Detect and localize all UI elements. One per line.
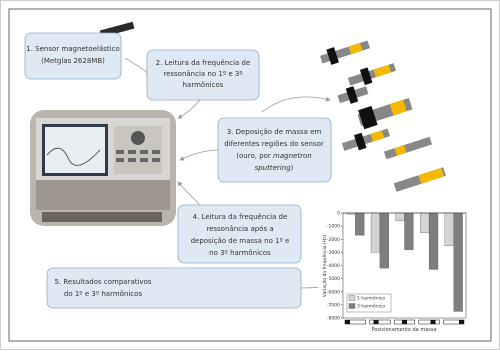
step-text: sputtering <box>255 164 292 172</box>
y-tick-label: -6000 <box>327 289 340 295</box>
y-tick-label: -7000 <box>327 302 340 308</box>
step-text: harmônicos <box>183 81 224 89</box>
arrow <box>261 96 331 113</box>
step-box <box>177 204 302 264</box>
y-tick-label: -3000 <box>327 250 340 256</box>
legend-label: 1 harmônico <box>357 295 385 302</box>
bar <box>379 212 389 269</box>
border <box>8 8 492 342</box>
position-icon-mass <box>402 320 407 324</box>
legend-swatch <box>348 303 356 309</box>
step-text: 1. Sensor magnetoelástico <box>26 45 119 53</box>
bar <box>428 212 439 270</box>
y-axis-label: Variação da frequência (Hz) <box>321 235 328 298</box>
x-axis-label: Posicionamento da massa <box>371 327 436 333</box>
step-box <box>24 32 122 80</box>
position-icon-mass <box>459 320 464 324</box>
step-text: (Metglas 2628MB) <box>41 57 105 65</box>
step-text: sputtering) <box>255 164 294 172</box>
bar <box>395 212 405 222</box>
y-tick-label: -8000 <box>327 316 340 322</box>
step-box <box>217 117 332 183</box>
sensor-strips <box>319 40 446 192</box>
position-icon <box>418 319 440 325</box>
y-tick-label: -2000 <box>327 237 340 243</box>
position-icon-mass <box>345 320 350 324</box>
y-tick-label: -1000 <box>327 224 340 230</box>
bar <box>355 212 365 236</box>
position-icon-mass <box>430 320 436 324</box>
step-text: deposição de massa no 1º e <box>191 237 290 245</box>
bar <box>444 212 454 246</box>
bar <box>453 212 463 312</box>
step-text: ) <box>291 164 294 172</box>
position-icon-mass <box>373 320 379 324</box>
y-tick-label: 0 <box>337 211 340 217</box>
step-text: (ouro, por magnetron <box>236 152 311 160</box>
bar <box>370 212 381 253</box>
step-box <box>46 267 302 309</box>
legend-box <box>346 293 392 313</box>
legend-swatch <box>348 295 356 301</box>
step-text: diferentes regiões do sensor <box>224 140 324 148</box>
step-text: 3. Deposição de massa em <box>227 128 322 136</box>
arrow <box>179 149 221 161</box>
analyzer-photo <box>30 110 176 226</box>
step-text: (ouro, por <box>236 152 271 160</box>
bar <box>420 212 430 233</box>
chart: Variação da frequência (Hz) Posicionamen… <box>318 205 470 337</box>
position-icon <box>369 319 391 325</box>
y-tick-label: -4000 <box>327 263 340 269</box>
step-text: magnetron <box>273 152 312 160</box>
arrow <box>177 181 201 206</box>
bar <box>404 212 414 250</box>
step-text: ressonância após a <box>206 225 273 233</box>
step-text: 4. Leitura da frequência de <box>193 213 288 221</box>
step-text: no 3º harmônicos <box>209 249 271 257</box>
legend-label: 3 harmônico <box>357 303 385 310</box>
step-text: 2. Leitura da frequência de <box>156 59 251 67</box>
step-box <box>146 49 260 101</box>
arrow <box>177 99 201 119</box>
y-tick-label: -5000 <box>327 276 340 282</box>
step-text: ressonância no 1º e 3º <box>163 70 242 78</box>
step-text: do 1º e 3º harmônicos <box>64 290 143 298</box>
chart-bg <box>318 205 470 337</box>
step-text: 5. Resultados comparativos <box>54 278 151 286</box>
